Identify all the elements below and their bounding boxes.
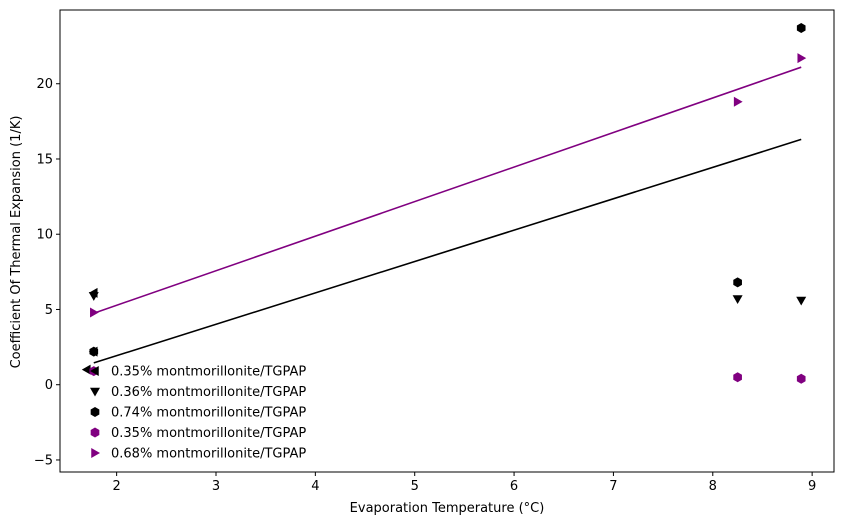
fit-line-1 [93, 138, 802, 364]
x-tick-label: 8 [709, 479, 717, 494]
x-tick-label: 4 [311, 479, 319, 494]
y-tick-label: 20 [36, 77, 53, 92]
data-point-s3-1 [89, 346, 99, 357]
x-tick-label: 2 [112, 479, 120, 494]
data-point-s4-2 [733, 372, 742, 383]
y-tick-label: 15 [36, 152, 53, 167]
data-point-s5-1 [90, 307, 99, 318]
axes-layer: 2 3 4 5 6 7 8 9 −5 0 5 10 15 20 [34, 9, 835, 494]
y-tick-label: 10 [36, 228, 53, 243]
data-point-s4-3 [796, 373, 806, 384]
legend: 0.35% montmorillonite/TGPAP 0.36% montmor… [90, 365, 306, 462]
plot-layer [81, 23, 807, 384]
data-point-s5-3 [797, 53, 807, 64]
data-point-s3-2 [733, 277, 742, 288]
x-axis-label: Evaporation Temperature (°C) [350, 501, 545, 516]
legend-label-3: 0.74% montmorillonite/TGPAP [111, 406, 306, 421]
legend-label-2: 0.36% montmorillonite/TGPAP [111, 385, 306, 400]
data-point-s3-3 [796, 23, 806, 34]
x-tick-label: 6 [510, 479, 518, 494]
legend-marker-2 [90, 387, 100, 397]
y-axis-label: Coefficient Of Thermal Expansion (1/K) [9, 116, 24, 369]
data-point-s2-3 [796, 296, 807, 306]
legend-label-4: 0.35% montmorillonite/TGPAP [111, 426, 306, 441]
data-point-s2-2 [732, 295, 743, 304]
legend-label-5: 0.68% montmorillonite/TGPAP [111, 447, 306, 462]
x-tick-label: 5 [411, 479, 419, 494]
legend-label-1: 0.35% montmorillonite/TGPAP [111, 365, 306, 380]
data-point-s5-2 [733, 96, 743, 107]
data-point-s2-1 [88, 292, 99, 301]
legend-marker-3 [90, 407, 100, 417]
y-tick-label: −5 [34, 453, 53, 468]
fit-line-2 [93, 66, 802, 314]
x-tick-label: 9 [808, 479, 816, 494]
x-tick-label: 7 [609, 479, 617, 494]
legend-marker-5 [91, 448, 100, 458]
plot-frame [59, 9, 835, 473]
legend-marker-1 [90, 366, 99, 376]
x-tick-label: 3 [212, 479, 220, 494]
y-tick-label: 5 [45, 303, 53, 318]
data-point-s1-1 [81, 364, 91, 375]
legend-marker-4 [90, 427, 100, 438]
y-tick-label: 0 [45, 378, 53, 393]
